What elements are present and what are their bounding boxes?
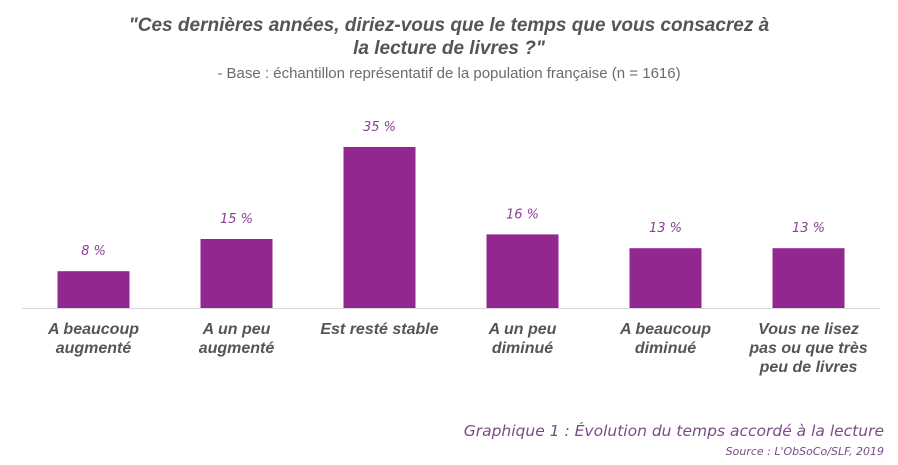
data-label-3: 35 % (363, 120, 396, 135)
category-label-3-line-1: Est resté stable (320, 321, 438, 338)
data-label-5: 13 % (649, 221, 682, 236)
category-label-5-line-2: diminué (635, 340, 696, 357)
bar-6 (772, 248, 845, 308)
bar-2 (200, 239, 273, 308)
category-label-4-line-2: diminué (492, 340, 553, 357)
category-label-1-line-2: augmenté (56, 340, 132, 357)
figure-caption: Graphique 1 : Évolution du temps accordé… (463, 422, 884, 440)
bar-1 (57, 271, 130, 308)
data-label-6: 13 % (792, 221, 825, 236)
chart-subtitle: - Base : échantillon représentatif de la… (217, 65, 681, 82)
chart-title-line-1: "Ces dernières années, diriez-vous que l… (128, 15, 770, 36)
category-label-6-line-3: peu de livres (759, 359, 858, 376)
data-label-1: 8 % (81, 244, 106, 259)
category-label-6-line-2: pas ou que très (748, 340, 867, 357)
figure-source: Source : L'ObSoCo/SLF, 2019 (725, 445, 884, 458)
category-label-2-line-1: A un peu (202, 321, 271, 338)
bar-4 (486, 234, 559, 308)
bar-3 (343, 147, 416, 308)
bar-5 (629, 248, 702, 308)
data-label-2: 15 % (220, 212, 253, 227)
category-label-5-line-1: A beaucoup (619, 321, 711, 338)
chart-title: "Ces dernières années, diriez-vous que l… (0, 14, 898, 60)
category-label-4-line-1: A un peu (488, 321, 557, 338)
data-label-4: 16 % (506, 207, 539, 222)
chart-title-line-2: la lecture de livres ?" (353, 38, 545, 59)
category-label-6-line-1: Vous ne lisez (758, 321, 859, 338)
category-label-1-line-1: A beaucoup (47, 321, 139, 338)
category-label-2-line-2: augmenté (199, 340, 275, 357)
